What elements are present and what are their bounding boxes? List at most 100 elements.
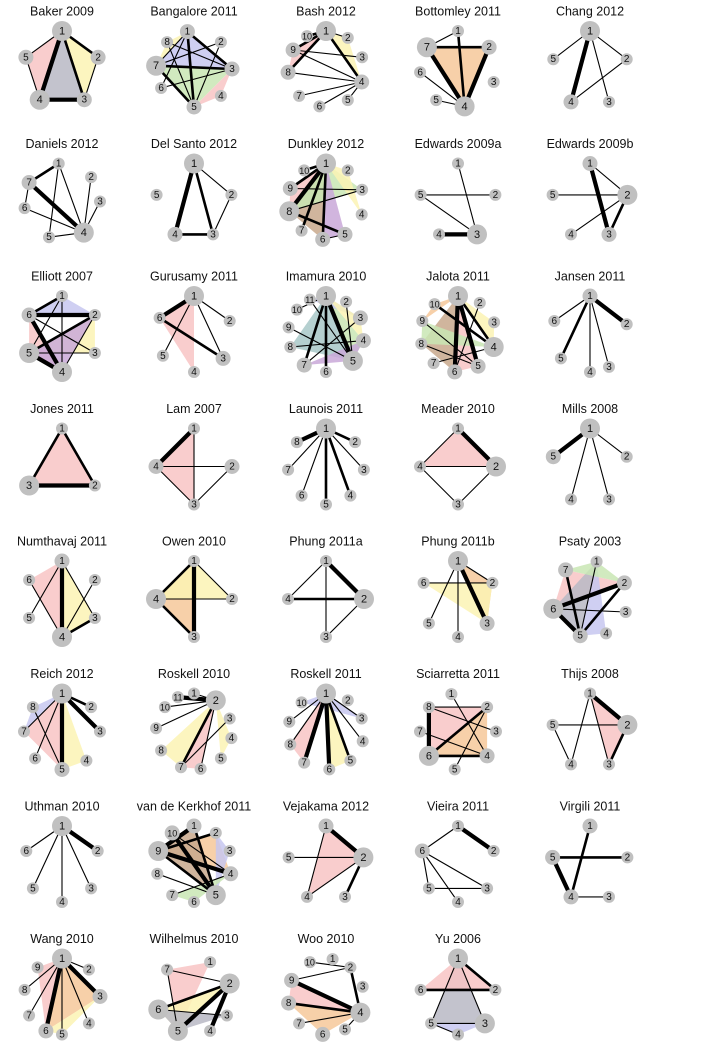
node-label: 1 (449, 689, 455, 700)
treatment-node (414, 843, 430, 859)
node-label: 10 (430, 300, 440, 310)
node-label: 1 (323, 158, 329, 170)
treatment-node (452, 422, 464, 435)
node-label: 4 (484, 751, 490, 762)
treatment-node (285, 42, 301, 58)
node-label: 2 (490, 578, 496, 589)
node-label: 4 (228, 869, 234, 880)
treatment-node (355, 712, 368, 725)
treatment-node (467, 224, 487, 245)
node-label: 5 (154, 190, 160, 201)
comparison-edge (564, 568, 582, 638)
node-label: 1 (207, 957, 213, 968)
treatment-node (303, 293, 316, 306)
network-panel: Bangalore 2011 1 2 3 4 5 6 7 8 (146, 4, 240, 115)
node-label: 10 (167, 828, 177, 838)
treatment-node (284, 972, 300, 988)
treatment-node (452, 498, 464, 511)
node-label: 2 (352, 437, 358, 448)
treatment-node (205, 885, 226, 906)
node-label: 2 (622, 578, 628, 589)
node-label: 3 (623, 607, 629, 618)
node-label: 5 (558, 353, 564, 364)
node-label: 2 (624, 54, 630, 65)
node-label: 4 (153, 594, 159, 606)
comparison-edge (155, 41, 222, 67)
treatment-node (151, 867, 164, 880)
comparison-edge (318, 81, 363, 107)
network-panel: Bottomley 2011 1 2 3 4 5 6 7 (414, 4, 501, 117)
node-label: 3 (210, 229, 216, 240)
network-panel: Jones 2011 1 2 3 (19, 402, 101, 496)
treatment-node (452, 896, 464, 908)
treatment-node (473, 296, 486, 309)
treatment-node (316, 418, 336, 439)
treatment-node (148, 459, 164, 474)
comparison-loop-yellow (62, 693, 87, 770)
comparison-edge (325, 692, 364, 742)
comparison-edge (192, 162, 215, 236)
treatment-node (543, 598, 564, 619)
node-label: 1 (455, 26, 461, 37)
treatment-node (175, 761, 187, 774)
treatment-node (224, 459, 240, 474)
treatment-node (19, 343, 40, 363)
comparison-edge (166, 969, 231, 985)
treatment-node (56, 290, 68, 302)
node-label: 1 (323, 688, 329, 700)
comparison-edge (419, 730, 488, 757)
node-label: 1 (185, 27, 191, 38)
node-label: 2 (86, 965, 92, 976)
treatment-node (73, 222, 94, 243)
treatment-node (155, 82, 168, 94)
treatment-node (188, 422, 200, 435)
node-label: 2 (92, 310, 98, 321)
comparison-edge (34, 692, 63, 759)
panel-title: Lam 2007 (166, 402, 222, 416)
network-panel: Thijs 2008 1 2 3 4 5 (546, 667, 638, 771)
node-label: 4 (417, 462, 423, 473)
treatment-node (38, 1023, 54, 1039)
treatment-node (26, 701, 39, 714)
node-label: 1 (587, 291, 593, 302)
treatment-node (582, 818, 598, 834)
treatment-node (295, 696, 308, 709)
comparison-edge (60, 29, 86, 101)
panel-title: Phung 2011a (289, 534, 362, 548)
treatment-node (582, 288, 598, 304)
treatment-node (344, 754, 357, 767)
treatment-node (18, 725, 30, 738)
node-label: 3 (82, 95, 88, 106)
node-label: 1 (323, 821, 329, 832)
node-label: 2 (88, 172, 94, 183)
panel-title: Vejakama 2012 (283, 799, 369, 813)
node-label: 3 (606, 362, 612, 373)
treatment-node (164, 825, 180, 841)
node-label: 5 (286, 852, 292, 863)
treatment-node (31, 961, 44, 974)
node-label: 1 (455, 291, 461, 303)
treatment-node (621, 851, 634, 864)
comparison-edge (289, 187, 363, 191)
treatment-node (448, 551, 468, 571)
panel-title: Reich 2012 (30, 667, 93, 681)
node-label: 4 (568, 759, 574, 770)
treatment-node (489, 188, 502, 201)
node-label: 6 (552, 316, 558, 327)
treatment-node (490, 725, 502, 738)
comparison-edge (171, 873, 232, 896)
panel-title: Baker 2009 (30, 4, 94, 18)
panel-title: Bash 2012 (296, 4, 356, 18)
treatment-node (186, 99, 202, 115)
network-panel: Virgili 2011 1 2 3 4 5 (545, 799, 634, 905)
treatment-node (620, 53, 633, 66)
node-label: 6 (158, 83, 164, 94)
treatment-node (433, 228, 445, 241)
comparison-edge (559, 294, 592, 360)
node-label: 5 (30, 883, 36, 894)
comparison-loop-pink (29, 428, 95, 486)
treatment-node (188, 498, 200, 511)
treatment-node (188, 555, 200, 567)
